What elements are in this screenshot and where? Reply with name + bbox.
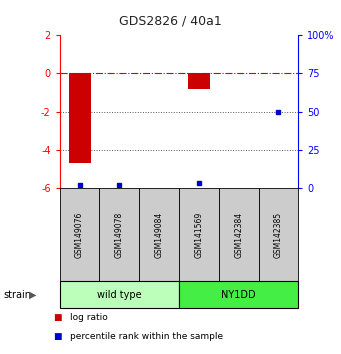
Text: wild type: wild type bbox=[97, 290, 142, 300]
Text: ■: ■ bbox=[53, 332, 61, 341]
Text: GSM149084: GSM149084 bbox=[154, 211, 164, 258]
Bar bbox=[69, 73, 90, 163]
Text: GSM149078: GSM149078 bbox=[115, 211, 124, 258]
Text: log ratio: log ratio bbox=[70, 313, 108, 322]
Text: GSM149076: GSM149076 bbox=[75, 211, 84, 258]
Text: ▶: ▶ bbox=[29, 290, 36, 300]
Text: GDS2826 / 40a1: GDS2826 / 40a1 bbox=[119, 14, 222, 27]
Bar bbox=[188, 73, 210, 88]
Text: GSM142385: GSM142385 bbox=[274, 211, 283, 258]
Text: ■: ■ bbox=[53, 313, 61, 322]
Text: NY1DD: NY1DD bbox=[221, 290, 256, 300]
Text: GSM141569: GSM141569 bbox=[194, 211, 204, 258]
Text: strain: strain bbox=[3, 290, 31, 300]
Text: GSM142384: GSM142384 bbox=[234, 211, 243, 258]
Text: percentile rank within the sample: percentile rank within the sample bbox=[70, 332, 223, 341]
